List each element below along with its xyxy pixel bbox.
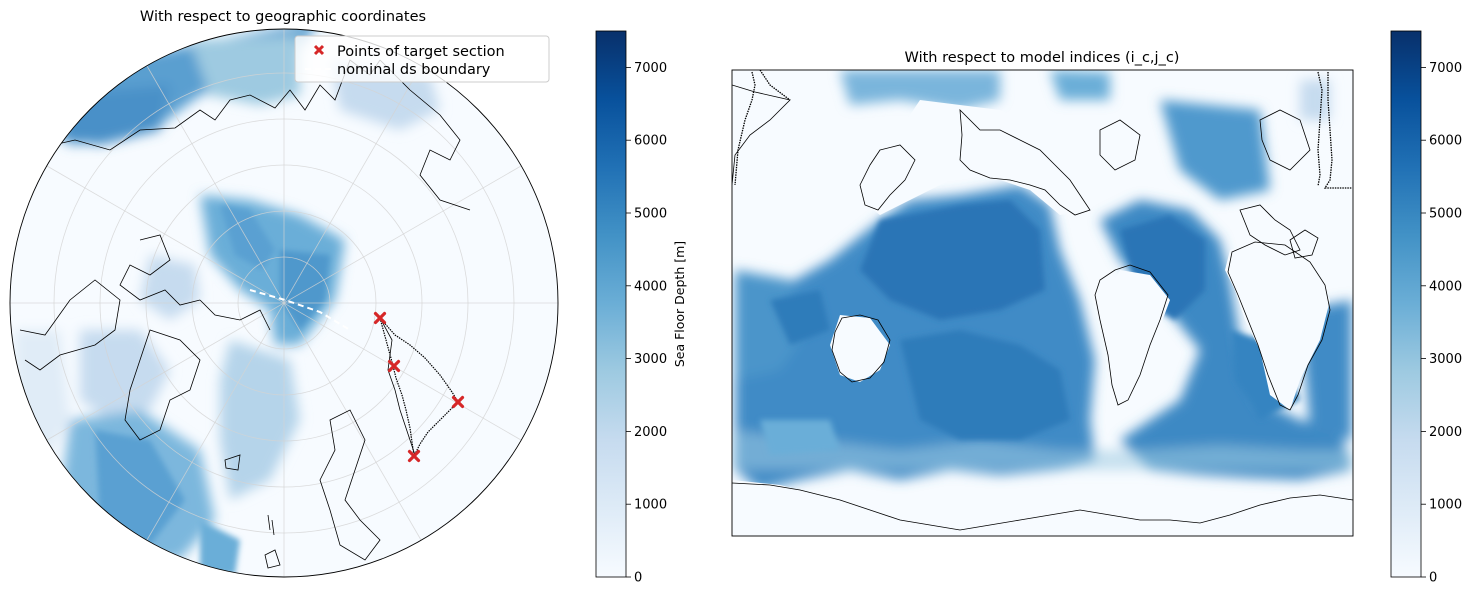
colorbar-right-tick-label-6: 6000: [1429, 134, 1462, 149]
colorbar-right-tick-label-4: 4000: [1429, 279, 1462, 294]
colorbar-left-tick-label-4: 4000: [634, 279, 667, 294]
graticule: [10, 29, 558, 577]
legend-marker-x: [313, 44, 325, 56]
legend-label-points: Points of target section: [337, 44, 505, 60]
colorbar-left-tick-label-6: 6000: [634, 134, 667, 149]
polar-boundary: [9, 28, 559, 578]
model-grid-frame: [731, 69, 1354, 537]
colorbar-right-tick-label-5: 5000: [1429, 207, 1462, 222]
target-section-markers: [373, 311, 465, 463]
polar-map: [9, 28, 559, 578]
colorbar-left-tick-label-3: 3000: [634, 352, 667, 367]
target-point-1: [387, 359, 401, 373]
colorbar-right-gradient: [1390, 30, 1422, 578]
colorbar-left-tick-label-5: 5000: [634, 207, 667, 222]
coastlines-model: [732, 84, 1353, 531]
colorbar-right-tick-label-2: 2000: [1429, 425, 1462, 440]
target-point-2: [451, 395, 465, 409]
target-section-path-model: [734, 70, 1352, 189]
chart2-title: With respect to model indices (i_c,j_c): [905, 50, 1180, 66]
colorbar-left-tick-label-2: 2000: [634, 425, 667, 440]
target-point-0: [373, 311, 387, 325]
colorbar-left-gradient: [595, 30, 627, 578]
legend: Points of target section nominal ds boun…: [294, 35, 550, 83]
colorbar-right: 0 1000 2000 3000 4000 5000 6000 7000: [1390, 30, 1462, 586]
colorbar-left-tick-label-7: 7000: [634, 61, 667, 76]
colorbar-right-tick-label-3: 3000: [1429, 352, 1462, 367]
target-section-path: [379, 317, 459, 457]
coastlines-polar: [19, 59, 471, 569]
legend-box: [294, 35, 550, 83]
chart1-title: With respect to geographic coordinates: [140, 9, 426, 25]
colorbar-right-tick-label-0: 0: [1429, 571, 1437, 586]
colorbar-left-tick-label-0: 0: [634, 571, 642, 586]
colorbar-left-tick-label-1: 1000: [634, 498, 667, 513]
target-point-3: [407, 449, 421, 463]
colorbar-label: Sea Floor Depth [m]: [672, 241, 687, 367]
colorbar-right-tick-label-1: 1000: [1429, 498, 1462, 513]
model-grid-map: [731, 69, 1354, 537]
ds-boundary-line: [249, 289, 351, 331]
colorbar-right-tick-label-7: 7000: [1429, 61, 1462, 76]
legend-label-boundary: nominal ds boundary: [337, 62, 491, 78]
colorbar-left: 0 1000 2000 3000 4000 5000 6000 7000 Sea Floor …: [595, 30, 687, 586]
